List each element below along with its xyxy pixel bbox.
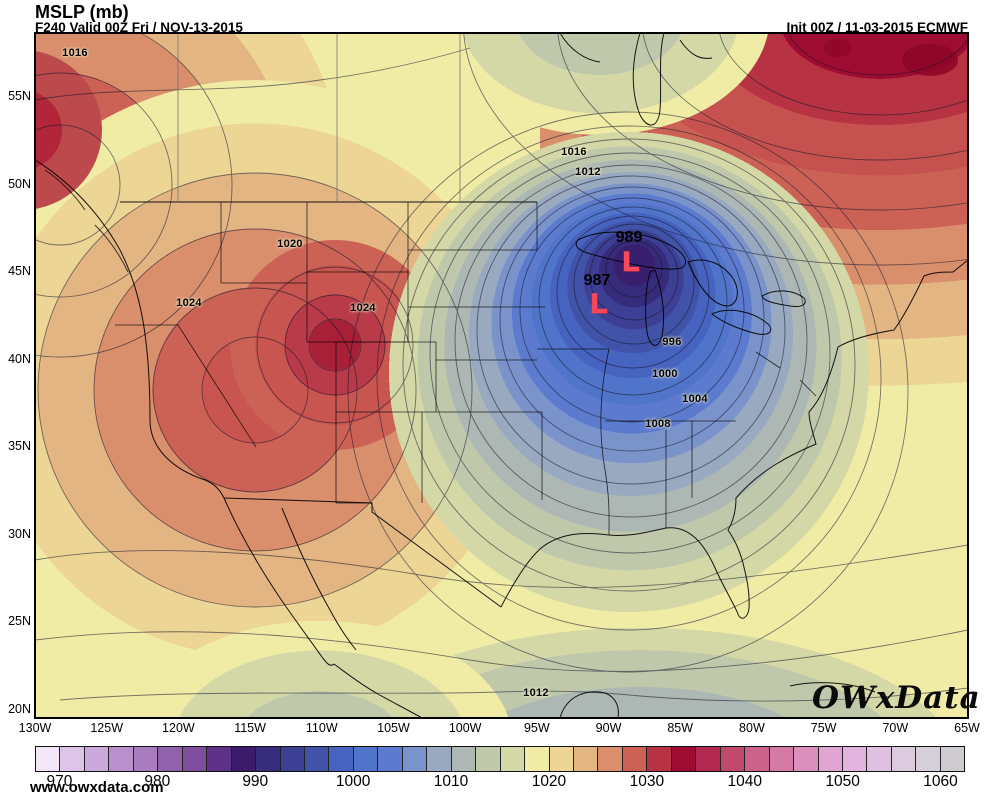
- colorbar-cell-5: [158, 747, 183, 771]
- colorbar-cell-37: [940, 747, 965, 771]
- pressure-colorbar: [35, 746, 965, 772]
- watermark-logo: OWxData: [812, 680, 981, 716]
- province-borders: [177, 33, 461, 202]
- colorbar-cell-6: [182, 747, 208, 771]
- init-time-label: Init 00Z / 11-03-2015 ECMWF: [786, 20, 968, 35]
- colorbar-tick-1060: 1060: [923, 773, 958, 790]
- colorbar-cell-25: [647, 747, 672, 771]
- colorbar-cell-26: [671, 747, 697, 771]
- lon-label-85W: 85W: [667, 721, 694, 735]
- colorbar-cell-22: [573, 747, 599, 771]
- colorbar-cell-27: [696, 747, 721, 771]
- lat-label-50N: 50N: [8, 176, 31, 191]
- colorbar-cell-29: [745, 747, 770, 771]
- colorbar-cell-17: [451, 747, 477, 771]
- colorbar-cell-4: [133, 747, 159, 771]
- colorbar-cell-9: [256, 747, 281, 771]
- colorbar-tick-1000: 1000: [335, 773, 371, 790]
- map-frame: [34, 32, 969, 719]
- colorbar-cell-11: [304, 747, 330, 771]
- colorbar-cell-3: [109, 747, 134, 771]
- colorbar-cell-13: [353, 747, 379, 771]
- colorbar-cell-34: [867, 747, 892, 771]
- colorbar-cell-8: [231, 747, 257, 771]
- lat-label-35N: 35N: [8, 439, 31, 454]
- colorbar-tick-1030: 1030: [629, 773, 665, 790]
- colorbar-cell-10: [280, 747, 305, 771]
- colorbar-tick-980: 980: [144, 773, 171, 790]
- colorbar-cell-20: [525, 747, 550, 771]
- colorbar-cell-14: [378, 747, 403, 771]
- lat-label-25N: 25N: [8, 614, 31, 629]
- lon-label-110W: 110W: [305, 721, 338, 735]
- colorbar-tick-1010: 1010: [433, 773, 469, 790]
- website-url: www.owxdata.com: [30, 779, 164, 796]
- lon-label-90W: 90W: [595, 721, 622, 735]
- colorbar-cell-16: [427, 747, 452, 771]
- page-title: MSLP (mb): [35, 2, 129, 22]
- lat-label-55N: 55N: [8, 89, 31, 103]
- lon-label-125W: 125W: [90, 721, 124, 735]
- colorbar-cell-23: [598, 747, 623, 771]
- colorbar-tick-990: 990: [242, 773, 269, 790]
- geography-outlines: [35, 33, 968, 718]
- colorbar-tick-970: 970: [46, 773, 73, 790]
- pressure-map-canvas: [34, 32, 969, 719]
- colorbar-cell-30: [769, 747, 795, 771]
- lat-label-30N: 30N: [8, 526, 31, 541]
- colorbar-cell-1: [60, 747, 85, 771]
- colorbar-cell-18: [476, 747, 501, 771]
- colorbar-cell-15: [402, 747, 428, 771]
- colorbar-cell-7: [207, 747, 232, 771]
- colorbar-cell-19: [500, 747, 526, 771]
- colorbar-cell-31: [794, 747, 819, 771]
- lon-label-75W: 75W: [810, 721, 837, 735]
- lat-label-45N: 45N: [8, 264, 31, 279]
- lon-label-120W: 120W: [162, 721, 195, 735]
- valid-time-label: F240 Valid 00Z Fri / NOV-13-2015: [35, 20, 243, 35]
- colorbar-cell-28: [720, 747, 746, 771]
- lon-label-65W: 65W: [954, 721, 980, 735]
- colorbar-cell-24: [622, 747, 648, 771]
- colorbar-cell-32: [818, 747, 843, 771]
- colorbar-cell-33: [842, 747, 868, 771]
- lon-label-115W: 115W: [234, 721, 266, 735]
- lon-label-80W: 80W: [739, 721, 765, 735]
- isobar-contours: [35, 33, 968, 702]
- colorbar-tick-labels: 970 980 990 1000 1010 1020 1030 1040 1050 1060: [35, 773, 965, 791]
- lon-label-95W: 95W: [523, 721, 550, 735]
- lon-label-70W: 70W: [882, 721, 909, 735]
- colorbar-tick-1050: 1050: [825, 773, 860, 790]
- lat-label-20N: 20N: [8, 701, 31, 716]
- lat-label-40N: 40N: [8, 351, 31, 366]
- lon-label-105W: 105W: [377, 721, 410, 735]
- lon-label-100W: 100W: [448, 721, 482, 735]
- colorbar-tick-1020: 1020: [531, 773, 567, 790]
- colorbar-cell-35: [891, 747, 917, 771]
- colorbar-cell-12: [329, 747, 354, 771]
- colorbar-cell-36: [916, 747, 941, 771]
- colorbar-cell-21: [549, 747, 574, 771]
- colorbar-cell-0: [36, 747, 61, 771]
- colorbar-cell-2: [84, 747, 110, 771]
- colorbar-tick-1040: 1040: [727, 773, 762, 790]
- state-borders: [115, 202, 817, 536]
- lon-label-130W: 130W: [18, 721, 52, 735]
- pressure-field: [35, 33, 968, 718]
